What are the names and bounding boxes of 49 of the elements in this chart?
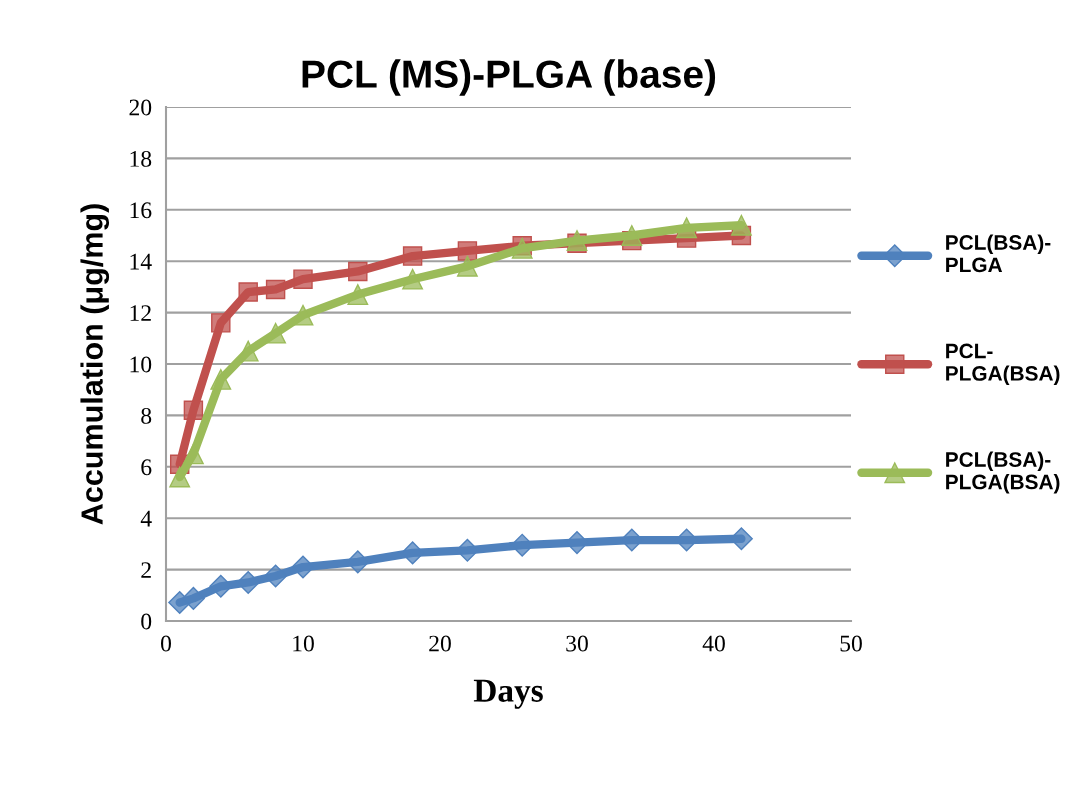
point — [183, 400, 204, 420]
point — [347, 284, 369, 306]
x-tick-label: 30 — [566, 635, 588, 652]
y-tick-label: 14 — [130, 253, 152, 270]
point — [457, 241, 478, 261]
point — [510, 533, 534, 557]
point — [181, 586, 205, 610]
y-tick-label: 0 — [141, 613, 152, 630]
x-tick-label: 40 — [702, 635, 725, 652]
y-tick-label: 2 — [141, 562, 151, 578]
point — [676, 217, 698, 239]
chart-title: PCL (MS)-PLGA (base) — [302, 59, 716, 96]
legend-label: PCL(BSA)- PLGA — [946, 234, 1051, 273]
x-tick-label: 10 — [293, 635, 314, 652]
y-tick-label: 18 — [130, 150, 152, 167]
point — [402, 246, 423, 266]
legend-label: PCL- PLGA(BSA) — [946, 343, 1060, 385]
point — [182, 443, 204, 465]
y-tick-label: 16 — [130, 202, 152, 219]
point — [291, 555, 315, 579]
y-axis-title: Accumulation (μg/mg) — [80, 204, 110, 525]
y-tick-label: 8 — [141, 407, 152, 424]
y-tick-label: 6 — [141, 459, 152, 476]
point — [236, 570, 260, 594]
x-tick-label: 20 — [429, 635, 451, 652]
point — [265, 279, 286, 300]
point — [210, 369, 232, 390]
point — [292, 304, 314, 326]
x-tick-label: 0 — [161, 635, 171, 652]
x-axis-title: Days — [473, 679, 543, 709]
legend-label: PCL(BSA)- PLGA(BSA) — [946, 451, 1060, 494]
y-tick-label: 12 — [130, 305, 151, 321]
y-tick-label: 4 — [140, 510, 152, 527]
point — [265, 322, 287, 344]
point — [264, 564, 288, 588]
point — [346, 550, 370, 574]
point — [730, 214, 752, 236]
y-tick-label: 10 — [130, 356, 152, 373]
point — [209, 574, 233, 598]
point — [348, 261, 368, 282]
point — [621, 225, 643, 246]
y-tick-label: 20 — [129, 99, 152, 116]
point — [211, 313, 231, 333]
point — [456, 255, 478, 277]
point — [402, 268, 424, 290]
point — [293, 269, 313, 289]
point — [238, 282, 258, 302]
point — [169, 466, 191, 488]
x-tick-label: 50 — [840, 635, 862, 652]
